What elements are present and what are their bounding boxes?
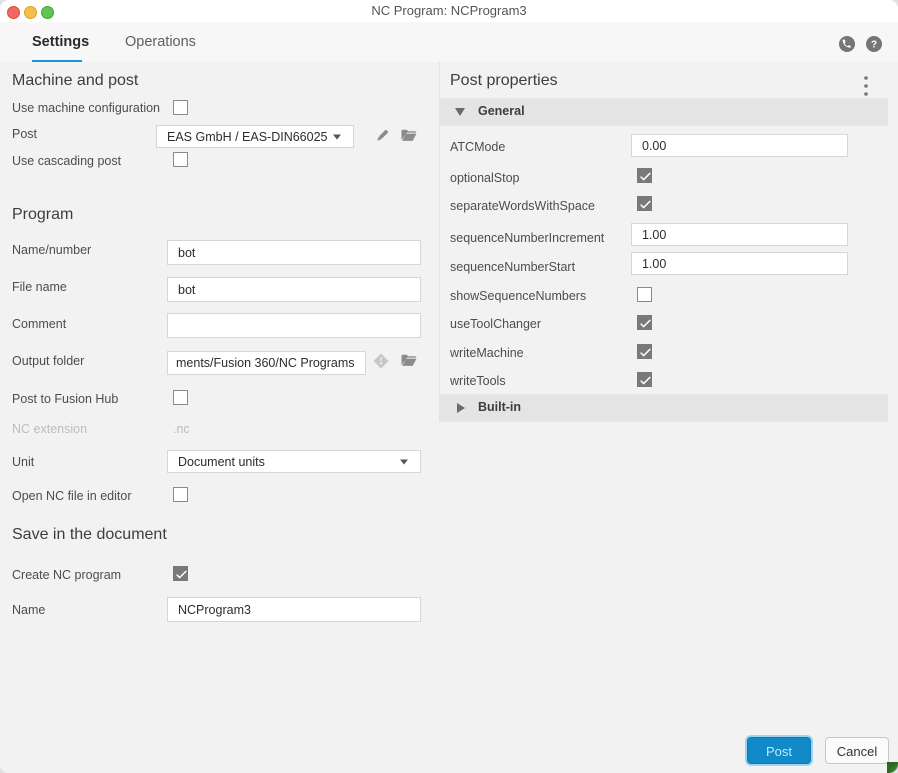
svg-text:?: ? [871, 40, 877, 51]
